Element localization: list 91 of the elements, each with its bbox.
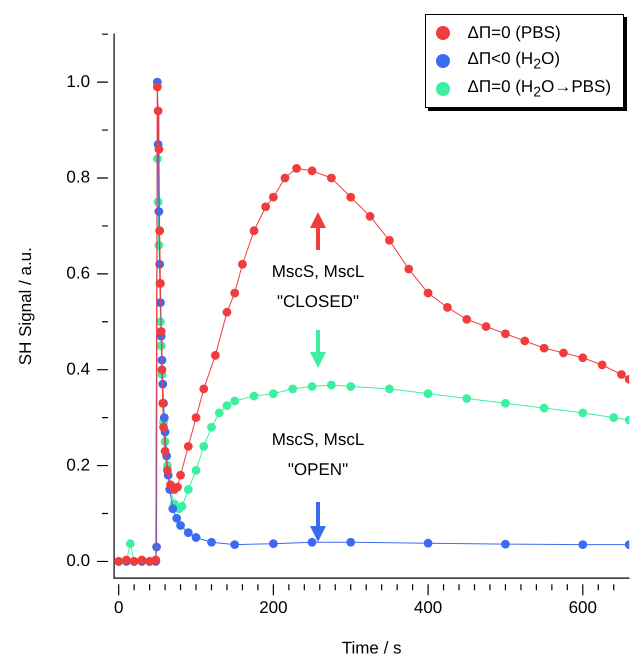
point bbox=[222, 401, 232, 410]
point bbox=[207, 422, 216, 432]
point bbox=[250, 226, 258, 236]
point bbox=[192, 533, 200, 542]
point bbox=[578, 408, 588, 418]
point bbox=[199, 442, 208, 451]
y-tick-label: 0.0 bbox=[66, 551, 90, 570]
point bbox=[424, 288, 432, 298]
point bbox=[192, 466, 200, 475]
point bbox=[155, 226, 164, 236]
point bbox=[184, 442, 193, 451]
y-axis-title: SH Signal / a.u. bbox=[16, 247, 35, 366]
point bbox=[501, 329, 510, 338]
point bbox=[578, 540, 588, 550]
point bbox=[346, 192, 356, 202]
point bbox=[152, 82, 162, 92]
point bbox=[501, 398, 510, 408]
point bbox=[154, 106, 163, 116]
point bbox=[288, 384, 298, 394]
point bbox=[617, 370, 626, 379]
point bbox=[268, 389, 278, 398]
point bbox=[238, 260, 247, 269]
point bbox=[598, 360, 607, 370]
point bbox=[154, 144, 164, 154]
point bbox=[462, 314, 472, 324]
point bbox=[214, 408, 224, 418]
point bbox=[308, 382, 316, 391]
x-tick-label: 600 bbox=[568, 598, 597, 618]
point bbox=[168, 504, 178, 514]
point bbox=[578, 353, 588, 362]
point bbox=[404, 264, 414, 274]
legend-label: ΔΠ<0 (H$_{2}$O) bbox=[468, 49, 560, 73]
annotation: MscS, MscL "OPEN" bbox=[272, 429, 364, 481]
point bbox=[443, 303, 452, 312]
point bbox=[178, 502, 187, 511]
y-tick-label: 0.4 bbox=[66, 359, 90, 378]
point bbox=[366, 212, 374, 221]
point bbox=[424, 538, 432, 548]
point bbox=[159, 422, 168, 432]
point bbox=[199, 384, 208, 394]
x-tick-label: 400 bbox=[414, 598, 442, 618]
point bbox=[385, 236, 394, 245]
point bbox=[326, 380, 336, 390]
point bbox=[268, 192, 278, 202]
point bbox=[385, 384, 394, 394]
point bbox=[176, 521, 185, 530]
point bbox=[230, 540, 240, 550]
point bbox=[346, 538, 356, 547]
point bbox=[609, 413, 618, 422]
point bbox=[184, 528, 193, 538]
legend-label: ΔΠ=0 (PBS) bbox=[468, 23, 561, 43]
y-tick-label: 1.0 bbox=[66, 72, 90, 91]
x-axis-title: Time / s bbox=[342, 638, 402, 658]
point bbox=[540, 404, 549, 412]
point bbox=[163, 466, 172, 475]
point bbox=[156, 326, 166, 336]
point bbox=[184, 485, 193, 494]
point bbox=[308, 538, 316, 547]
point bbox=[222, 308, 232, 317]
legend-label: ΔΠ=0 (H$_{2}$O→PBS) bbox=[468, 77, 611, 101]
point bbox=[176, 470, 185, 480]
annotation: MscS, MscL "CLOSED" bbox=[272, 261, 364, 313]
point bbox=[280, 174, 290, 182]
x-tick-label: 200 bbox=[259, 598, 288, 618]
point bbox=[158, 365, 166, 374]
point bbox=[172, 514, 182, 523]
point bbox=[462, 394, 472, 403]
y-tick-label: 0.6 bbox=[66, 264, 90, 283]
point bbox=[210, 350, 220, 360]
point bbox=[520, 336, 530, 346]
point bbox=[230, 288, 240, 298]
x-tick-label: 0 bbox=[114, 598, 124, 618]
point bbox=[160, 446, 170, 456]
y-tick-label: 0.2 bbox=[66, 455, 90, 474]
point bbox=[346, 382, 356, 391]
point bbox=[308, 166, 316, 176]
point bbox=[207, 538, 216, 547]
point bbox=[261, 202, 270, 212]
point bbox=[501, 540, 510, 549]
point bbox=[292, 164, 301, 173]
point bbox=[424, 389, 432, 398]
point bbox=[559, 348, 568, 358]
point bbox=[326, 174, 336, 182]
point bbox=[268, 539, 278, 548]
point bbox=[230, 396, 240, 406]
point bbox=[250, 392, 258, 400]
point bbox=[192, 413, 200, 422]
point bbox=[126, 539, 135, 548]
point bbox=[482, 322, 490, 331]
point bbox=[540, 344, 549, 353]
y-tick-label: 0.8 bbox=[66, 168, 90, 187]
